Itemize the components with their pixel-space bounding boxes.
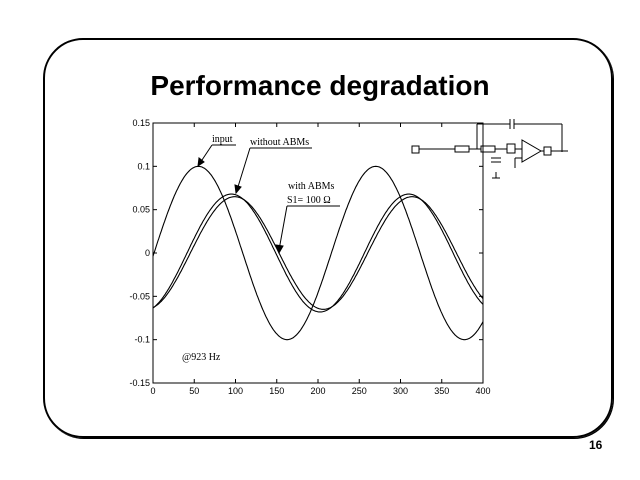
annotation-leaders — [197, 144, 340, 255]
input-arrowhead — [197, 157, 205, 168]
annotation-input: input — [212, 134, 233, 145]
x-tick-label: 50 — [189, 386, 199, 396]
y-tick-label: -0.1 — [134, 335, 150, 345]
with-arrowhead — [275, 244, 284, 255]
input-leader-line — [199, 144, 236, 164]
x-tick-label: 100 — [228, 386, 243, 396]
annotation-without-abms: without ABMs — [250, 137, 309, 148]
x-tick-label: 300 — [393, 386, 408, 396]
chart-series-group — [152, 165, 484, 341]
y-tick-label: -0.05 — [129, 291, 150, 301]
with-leader-line — [278, 205, 340, 251]
annotation-with-abms: with ABMs — [288, 181, 335, 192]
x-tick-label: 0 — [150, 386, 155, 396]
page-number: 16 — [589, 438, 603, 452]
circuit-diagram — [411, 119, 568, 179]
y-tick-label: 0.15 — [132, 118, 150, 128]
without-leader-line — [236, 147, 312, 191]
without-arrowhead — [234, 184, 242, 195]
y-tick-label: 0.05 — [132, 205, 150, 215]
series-line-1 — [152, 193, 484, 313]
x-tick-label: 350 — [434, 386, 449, 396]
chart-axes: 0 50 100 150 200 250 300 350 400 0.15 0.1 0.05 0 -0.0… — [129, 118, 490, 396]
circuit-output-box — [543, 146, 552, 156]
annotation-frequency: @923 Hz — [182, 352, 221, 363]
opamp-triangle — [521, 139, 542, 163]
x-tick-label: 150 — [269, 386, 284, 396]
circuit-source-box — [411, 145, 420, 154]
circuit-resistor — [454, 145, 470, 153]
x-tick-label: 200 — [310, 386, 325, 396]
series-line-2 — [152, 196, 484, 310]
circuit-switch-box — [506, 143, 516, 154]
x-tick-label: 400 — [475, 386, 490, 396]
annotation-s1-value: S1= 100 Ω — [287, 195, 331, 206]
series-line-0 — [152, 165, 484, 341]
y-tick-label: -0.15 — [129, 378, 150, 388]
y-tick-label: 0 — [145, 248, 150, 258]
y-tick-label: 0.1 — [137, 161, 150, 171]
x-tick-label: 250 — [352, 386, 367, 396]
slide-frame — [43, 38, 613, 438]
slide-title: Performance degradation — [150, 70, 490, 101]
